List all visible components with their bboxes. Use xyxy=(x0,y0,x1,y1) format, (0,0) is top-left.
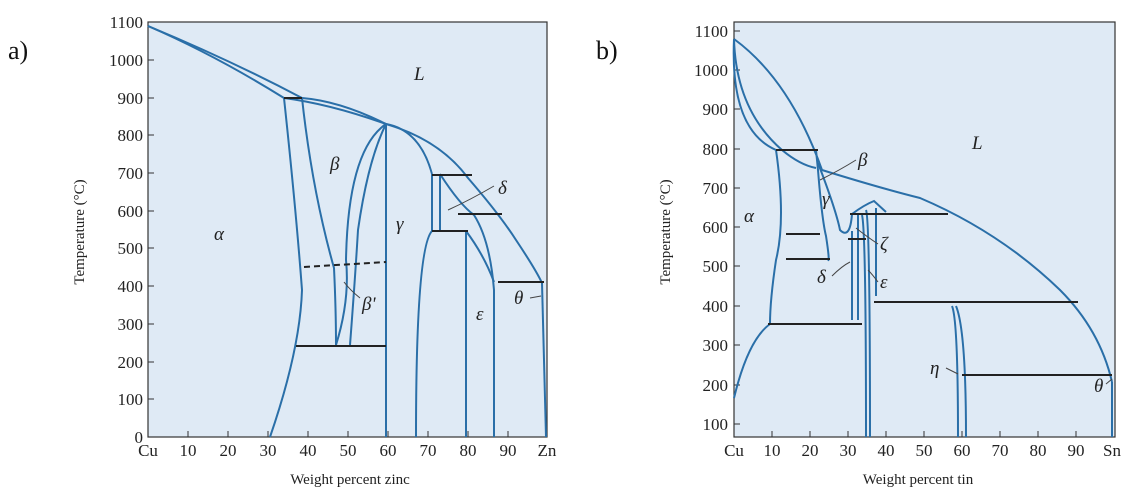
b-theta-leader xyxy=(1105,378,1113,385)
b-xtick-80: 80 xyxy=(1030,441,1047,460)
b-ytick-600: 600 xyxy=(703,218,729,237)
a-xtick-20: 20 xyxy=(220,441,237,460)
a-x-axis-title: Weight percent zinc xyxy=(290,472,410,488)
b-xtick-cu: Cu xyxy=(724,441,744,460)
b-xtick-40: 40 xyxy=(878,441,895,460)
cu-sn-phase-diagram: 100 200 300 400 500 600 700 800 900 1000… xyxy=(658,21,1121,488)
a-ytick-500: 500 xyxy=(118,239,144,258)
cu-zn-y-ticks: 0 100 200 300 400 500 600 700 800 900 10… xyxy=(109,13,154,447)
a-xtick-40: 40 xyxy=(300,441,317,460)
a-beta-prime-leader xyxy=(343,281,361,299)
b-ytick-1000: 1000 xyxy=(694,61,728,80)
b-phase-epsilon: ε xyxy=(880,272,888,293)
b-ytick-700: 700 xyxy=(703,179,729,198)
b-epsilon-leader xyxy=(867,269,879,283)
b-ytick-1100: 1100 xyxy=(695,22,728,41)
a-ytick-200: 200 xyxy=(118,353,144,372)
a-ytick-0: 0 xyxy=(135,428,144,447)
b-ytick-300: 300 xyxy=(703,336,729,355)
b-xtick-20: 20 xyxy=(802,441,819,460)
a-phase-alpha: α xyxy=(214,224,225,245)
b-xtick-30: 30 xyxy=(840,441,857,460)
b-x-axis-title: Weight percent tin xyxy=(863,472,974,488)
a-phase-gamma: γ xyxy=(396,214,404,235)
a-xtick-zn: Zn xyxy=(538,441,557,460)
a-xtick-80: 80 xyxy=(460,441,477,460)
a-delta-leader xyxy=(447,185,495,211)
cu-sn-isotherms xyxy=(768,149,1112,376)
b-xtick-50: 50 xyxy=(916,441,933,460)
panel-b-label: b) xyxy=(596,36,618,65)
b-phase-theta: θ xyxy=(1094,376,1103,397)
b-phase-liquid: L xyxy=(971,133,983,154)
a-xtick-30: 30 xyxy=(260,441,277,460)
a-ytick-900: 900 xyxy=(118,89,144,108)
a-ytick-1100: 1100 xyxy=(110,13,143,32)
cu-zn-phase-labels: L α β γ δ β' ε θ xyxy=(214,64,542,325)
cu-zn-phase-diagram: 0 100 200 300 400 500 600 700 800 900 10… xyxy=(72,13,557,488)
b-ytick-200: 200 xyxy=(703,376,729,395)
b-phase-alpha: α xyxy=(744,206,755,227)
cu-zn-phase-boundaries xyxy=(147,25,547,438)
a-xtick-90: 90 xyxy=(500,441,517,460)
b-phase-delta: δ xyxy=(817,267,827,288)
b-xtick-sn: Sn xyxy=(1103,441,1121,460)
b-xtick-10: 10 xyxy=(764,441,781,460)
a-ytick-1000: 1000 xyxy=(109,51,143,70)
b-phase-eta: η xyxy=(930,358,939,379)
a-phase-beta: β xyxy=(329,154,340,175)
a-ytick-700: 700 xyxy=(118,164,144,183)
a-phase-beta-prime: β' xyxy=(361,294,376,315)
a-xtick-70: 70 xyxy=(420,441,437,460)
a-phase-liquid: L xyxy=(413,64,425,85)
a-xtick-60: 60 xyxy=(380,441,397,460)
a-xtick-cu: Cu xyxy=(138,441,158,460)
panel-a-label: a) xyxy=(8,36,29,65)
a-ytick-600: 600 xyxy=(118,202,144,221)
b-eta-leader xyxy=(945,367,959,375)
cu-zn-isotherms xyxy=(284,97,544,347)
a-phase-delta: δ xyxy=(498,178,508,199)
a-phase-theta: θ xyxy=(514,288,523,309)
cu-sn-y-ticks: 100 200 300 400 500 600 700 800 900 1000… xyxy=(694,22,740,434)
cu-sn-x-ticks: Cu 10 20 30 40 50 60 70 80 90 Sn xyxy=(724,431,1121,460)
a-ytick-300: 300 xyxy=(118,315,144,334)
b-beta-leader xyxy=(819,159,857,181)
a-phase-epsilon: ε xyxy=(476,304,484,325)
cu-zn-x-ticks: Cu 10 20 30 40 50 60 70 80 90 Zn xyxy=(138,431,557,460)
b-phase-beta: β xyxy=(857,150,868,171)
a-xtick-50: 50 xyxy=(340,441,357,460)
a-ytick-100: 100 xyxy=(118,390,144,409)
b-ytick-900: 900 xyxy=(703,100,729,119)
b-phase-gamma: γ xyxy=(822,189,830,210)
b-ytick-400: 400 xyxy=(703,297,729,316)
b-delta-leader xyxy=(831,261,851,277)
b-phase-zeta: ζ xyxy=(880,234,889,255)
b-zeta-leader xyxy=(855,227,879,245)
b-y-axis-title: Temperature (°C) xyxy=(658,179,674,284)
a-xtick-10: 10 xyxy=(180,441,197,460)
b-xtick-70: 70 xyxy=(992,441,1009,460)
a-ytick-800: 800 xyxy=(118,126,144,145)
b-xtick-60: 60 xyxy=(954,441,971,460)
a-ytick-400: 400 xyxy=(118,277,144,296)
cu-sn-plot-area xyxy=(733,21,1116,438)
a-theta-leader xyxy=(529,295,542,299)
a-y-axis-title: Temperature (°C) xyxy=(72,179,88,284)
b-ytick-100: 100 xyxy=(703,415,729,434)
cu-sn-phase-labels: L α β γ ζ δ ε η θ xyxy=(744,133,1113,397)
b-ytick-500: 500 xyxy=(703,257,729,276)
b-xtick-90: 90 xyxy=(1068,441,1085,460)
b-ytick-800: 800 xyxy=(703,140,729,159)
